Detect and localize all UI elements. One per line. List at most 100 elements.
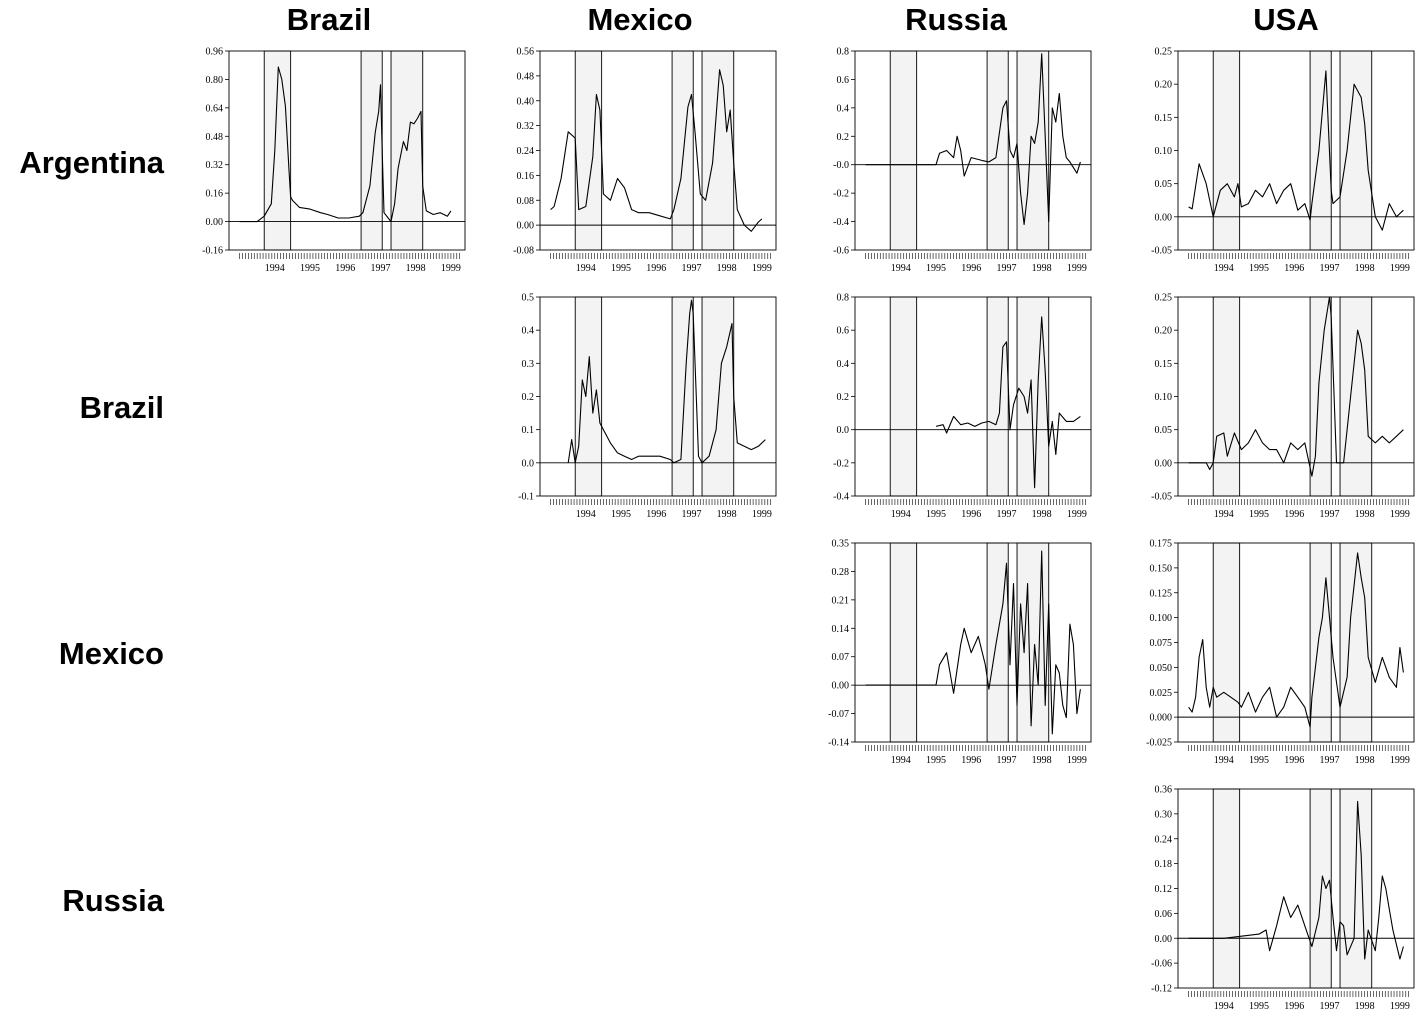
x-tick-label: 1997 [370,263,390,274]
y-tick-label: -0.2 [833,458,849,469]
y-tick-label: 0.21 [832,595,850,606]
x-tick-label: 1995 [1249,1001,1269,1012]
y-tick-label: -0.2 [833,189,849,200]
shaded-period [671,50,694,251]
y-tick-label: 0.00 [1155,934,1173,945]
y-tick-label: 0.4 [522,326,535,337]
chart-panel: 0.36 0.30 0.24 0.18 0.12 0.06 0.00 -0.06 -0.12 19… [1151,785,1415,1012]
x-tick-label: 1998 [406,263,426,274]
x-tick-label: 1996 [335,263,355,274]
x-tick-label: 1997 [1319,263,1339,274]
x-tick-label: 1995 [926,509,946,520]
y-tick-label: 0.6 [837,75,850,86]
y-tick-label: 0.4 [837,103,850,114]
x-tick-label: 1996 [1284,755,1304,766]
x-tick-label: 1994 [891,509,911,520]
x-tick-label: 1999 [1390,263,1410,274]
y-tick-label: 0.64 [206,103,224,114]
x-tick-label: 1994 [1214,755,1234,766]
x-tick-label: 1996 [1284,1001,1304,1012]
series-line [1188,70,1404,231]
x-tick-label: 1994 [576,263,596,274]
x-tick-label: 1997 [996,263,1016,274]
chart-panel: 0.96 0.80 0.64 0.48 0.32 0.16 0.00 -0.16 1994 199… [202,47,466,274]
y-tick-label: -0.0 [833,160,849,171]
x-tick-label: 1998 [1355,509,1375,520]
y-tick-label: 0.32 [206,160,224,171]
y-tick-label: 0.8 [837,293,850,304]
shaded-period [1212,788,1241,989]
shaded-period [1309,788,1332,989]
column-header-usa: USA [1253,2,1319,37]
y-tick-label: 0.00 [206,217,224,228]
series-line [1188,552,1404,728]
y-tick-label: 0.40 [517,96,535,107]
shaded-period [1016,50,1050,251]
x-tick-label: 1999 [1390,755,1410,766]
y-tick-label: 0.100 [1150,613,1173,624]
x-tick-label: 1995 [1249,509,1269,520]
x-tick-label: 1998 [1032,509,1052,520]
x-tick-label: 1999 [1067,755,1087,766]
x-tick-label: 1999 [1390,1001,1410,1012]
x-tick-label: 1996 [646,509,666,520]
chart-panel: 0.25 0.20 0.15 0.10 0.05 0.00 -0.05 1994 1995 199… [1151,293,1415,520]
y-tick-label: 0.10 [1155,146,1173,157]
y-tick-label: -0.05 [1151,492,1172,503]
shaded-period [1212,50,1241,251]
shaded-period [986,50,1009,251]
x-tick-label: 1995 [300,263,320,274]
y-tick-label: -0.07 [828,709,849,720]
y-tick-label: 0.48 [206,132,224,143]
y-tick-label: -0.12 [1151,984,1172,995]
x-minor-ticks [1188,745,1410,751]
chart-panel: 0.8 0.6 0.4 0.2 0.0 -0.2 -0.4 1994 1995 1996 1997 1… [833,293,1092,520]
series-line [865,53,1081,225]
x-tick-label: 1998 [1032,263,1052,274]
x-tick-label: 1999 [1067,263,1087,274]
x-tick-label: 1996 [961,263,981,274]
y-tick-label: -0.4 [833,217,849,228]
shaded-period [889,296,918,497]
y-tick-label: -0.025 [1146,738,1172,749]
y-tick-label: 0.2 [837,392,850,403]
y-tick-label: 0.075 [1150,638,1173,649]
x-tick-label: 1998 [1355,755,1375,766]
y-tick-label: 0.15 [1155,113,1173,124]
plot-frame [854,542,1092,743]
row-header-argentina: Argentina [19,145,164,180]
y-tick-label: -0.4 [833,492,849,503]
y-tick-label: 0.000 [1150,713,1173,724]
y-tick-label: 0.08 [517,196,535,207]
x-tick-label: 1996 [1284,263,1304,274]
x-minor-ticks [550,253,772,259]
y-tick-label: -0.6 [833,246,849,257]
x-tick-label: 1994 [891,263,911,274]
series-line [865,550,1081,735]
y-tick-label: 0.35 [832,539,850,550]
chart-panel: 0.175 0.150 0.125 0.100 0.075 0.050 0.025 0.000… [1146,539,1415,766]
x-minor-ticks [239,253,461,259]
x-tick-label: 1995 [611,509,631,520]
x-tick-label: 1997 [996,509,1016,520]
y-tick-label: 0.15 [1155,359,1173,370]
y-tick-label: 0.050 [1150,663,1173,674]
y-tick-label: -0.05 [1151,246,1172,257]
x-tick-label: 1994 [1214,1001,1234,1012]
chart-panel: 0.5 0.4 0.3 0.2 0.1 0.0 -0.1 1994 1995 1996 1997 19… [518,293,777,520]
x-tick-label: 1999 [752,509,772,520]
y-tick-label: 0.05 [1155,179,1173,190]
y-tick-label: 0.18 [1155,859,1173,870]
y-tick-label: 0.2 [522,392,535,403]
shaded-period [1212,542,1241,743]
shaded-period [701,296,735,497]
y-tick-label: -0.1 [518,492,534,503]
x-minor-ticks [1188,253,1410,259]
x-minor-ticks [550,499,772,505]
x-tick-label: 1998 [717,263,737,274]
x-tick-label: 1999 [1067,509,1087,520]
y-tick-label: 0.20 [1155,326,1173,337]
shaded-period [701,50,735,251]
x-tick-label: 1997 [996,755,1016,766]
plot-frame [228,50,466,251]
